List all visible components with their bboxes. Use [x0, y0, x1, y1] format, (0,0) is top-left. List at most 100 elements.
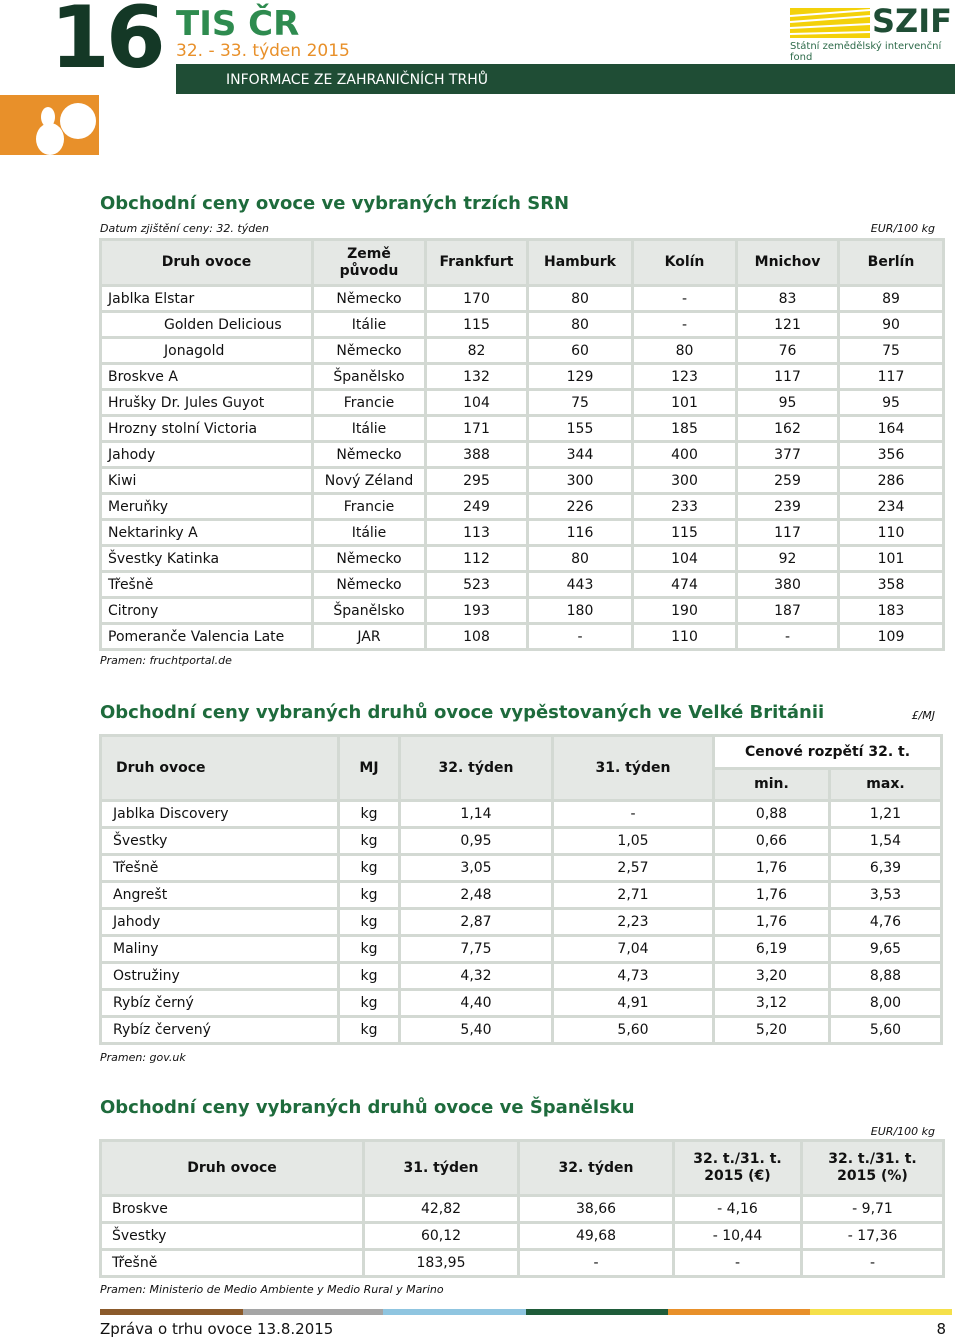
- table-cell: 110: [837, 518, 945, 547]
- unit: EUR/100 kg: [870, 1125, 935, 1138]
- header-cell: min.: [712, 767, 831, 802]
- table-cell: 233: [631, 492, 738, 521]
- table-cell: 76: [735, 336, 840, 365]
- table-cell: 183,95: [362, 1248, 520, 1278]
- table-row: Třešně kg 3,05 2,57 1,76 6,39: [99, 853, 943, 883]
- table-cell: 112: [424, 544, 529, 573]
- header-cell: Země původu: [311, 238, 427, 287]
- table-cell: Meruňky: [99, 492, 314, 521]
- header-cell: 32. t./31. t. 2015 (%): [800, 1139, 945, 1197]
- header-cell: 31. týden: [551, 734, 715, 802]
- table-cell: 80: [631, 336, 738, 365]
- table-cell: 170: [424, 284, 529, 313]
- table-cell: 83: [735, 284, 840, 313]
- table-row: Kiwi Nový Zéland 295 300 300 259 286: [99, 466, 945, 495]
- table-cell: -: [631, 284, 738, 313]
- table-cell: -: [551, 799, 715, 829]
- table-cell: 171: [424, 414, 529, 443]
- table-cell: 400: [631, 440, 738, 469]
- table-cell: kg: [337, 799, 401, 829]
- header-cell: MJ: [337, 734, 401, 802]
- table-cell: 6,39: [828, 853, 943, 883]
- table-cell: 95: [837, 388, 945, 417]
- table-row: Golden Delicious Itálie 115 80-121 90: [99, 310, 945, 339]
- table-row: Hrušky Dr. Jules Guyot Francie 104 75 101 95 9…: [99, 388, 945, 417]
- table-cell: 5,40: [398, 1015, 554, 1045]
- table-row: Meruňky Francie 249 226 233 239 234: [99, 492, 945, 521]
- table-cell: Švestky Katinka: [99, 544, 314, 573]
- table-cell: 42,82: [362, 1194, 520, 1224]
- table-cell: Jablka Discovery: [99, 799, 340, 829]
- table-row: Broskve A Španělsko 132 129 123 117 117: [99, 362, 945, 391]
- header-cell: Druh ovoce: [99, 1139, 365, 1197]
- table-cell: 38,66: [517, 1194, 675, 1224]
- header-group: Cenové rozpětí 32. t.: [712, 734, 943, 770]
- table-cell: 4,91: [551, 988, 715, 1018]
- table-cell: 185: [631, 414, 738, 443]
- section-title: Obchodní ceny vybraných druhů ovoce vypě…: [100, 702, 825, 723]
- header-row: min. max.: [101, 767, 943, 802]
- source: Pramen: fruchtportal.de: [100, 654, 232, 667]
- table-cell: - 9,71: [800, 1194, 945, 1224]
- note: Datum zjištění ceny: 32. týden: [100, 222, 269, 235]
- table-cell: Maliny: [99, 934, 340, 964]
- table-cell: 239: [735, 492, 840, 521]
- table-cell: 162: [735, 414, 840, 443]
- table-cell: Golden Delicious: [99, 310, 314, 339]
- table-cell: kg: [337, 1015, 401, 1045]
- table-cell: kg: [337, 853, 401, 883]
- table-cell: Německo: [311, 544, 427, 573]
- header-row: Druh ovoce 31. týden 32. týden 32. t./31. t…: [99, 1139, 945, 1197]
- brand: TIS ČR: [176, 4, 300, 44]
- logo-mark: [790, 8, 870, 38]
- table-cell: Angrešt: [99, 880, 340, 910]
- table-cell: Rybíz černý: [99, 988, 340, 1018]
- table-cell: 1,76: [712, 880, 831, 910]
- table-cell: 3,05: [398, 853, 554, 883]
- table-cell: 1,54: [828, 826, 943, 856]
- table-cell: 2,71: [551, 880, 715, 910]
- table-row: Nektarinky A Itálie 113 116 115 117 110: [99, 518, 945, 547]
- table-cell: 190: [631, 596, 738, 625]
- table-cell: 101: [837, 544, 945, 573]
- table: Druh ovoce 31. týden 32. týden 32. t./31. t…: [99, 1139, 945, 1278]
- section-title: Obchodní ceny ovoce ve vybraných trzích …: [100, 193, 570, 214]
- header-cell: Druh ovoce: [99, 734, 340, 802]
- table-cell: 2,48: [398, 880, 554, 910]
- table-cell: 101: [631, 388, 738, 417]
- table-cell: 3,20: [712, 961, 831, 991]
- table-cell: Jablka Elstar: [99, 284, 314, 313]
- table-cell: 286: [837, 466, 945, 495]
- table-cell: 259: [735, 466, 840, 495]
- table-row: Rybíz červený kg 5,40 5,60 5,20 5,60: [99, 1015, 943, 1045]
- table-cell: 1,05: [551, 826, 715, 856]
- table-cell: -: [800, 1248, 945, 1278]
- header-cell: Frankfurt: [424, 238, 529, 287]
- table-cell: 104: [424, 388, 529, 417]
- table-cell: 4,76: [828, 907, 943, 937]
- table-cell: - 10,44: [672, 1221, 803, 1251]
- table-cell: Itálie: [311, 310, 427, 339]
- table-cell: 249: [424, 492, 529, 521]
- table-cell: 89: [837, 284, 945, 313]
- table-cell: Třešně: [99, 570, 314, 599]
- banner: [176, 64, 955, 94]
- table-cell: 155: [526, 414, 634, 443]
- table-cell: JAR: [311, 622, 427, 651]
- table-row: Angrešt kg 2,48 2,71 1,76 3,53: [99, 880, 943, 910]
- table-cell: 60,12: [362, 1221, 520, 1251]
- table-cell: Německo: [311, 284, 427, 313]
- table-cell: Kiwi: [99, 466, 314, 495]
- table-cell: 358: [837, 570, 945, 599]
- table-cell: Broskve: [99, 1194, 365, 1224]
- table-row: Ostružiny kg 4,32 4,73 3,20 8,88: [99, 961, 943, 991]
- logo: SZIF: [872, 2, 953, 40]
- table-cell: -: [631, 310, 738, 339]
- table-cell: 0,88: [712, 799, 831, 829]
- period: 32. - 33. týden 2015: [176, 41, 350, 61]
- table-cell: 5,20: [712, 1015, 831, 1045]
- table-row: Švestky kg 0,95 1,05 0,66 1,54: [99, 826, 943, 856]
- table: Druh ovoce Země původu Frankfurt Hamburk Kol…: [99, 238, 945, 651]
- table-cell: 109: [837, 622, 945, 651]
